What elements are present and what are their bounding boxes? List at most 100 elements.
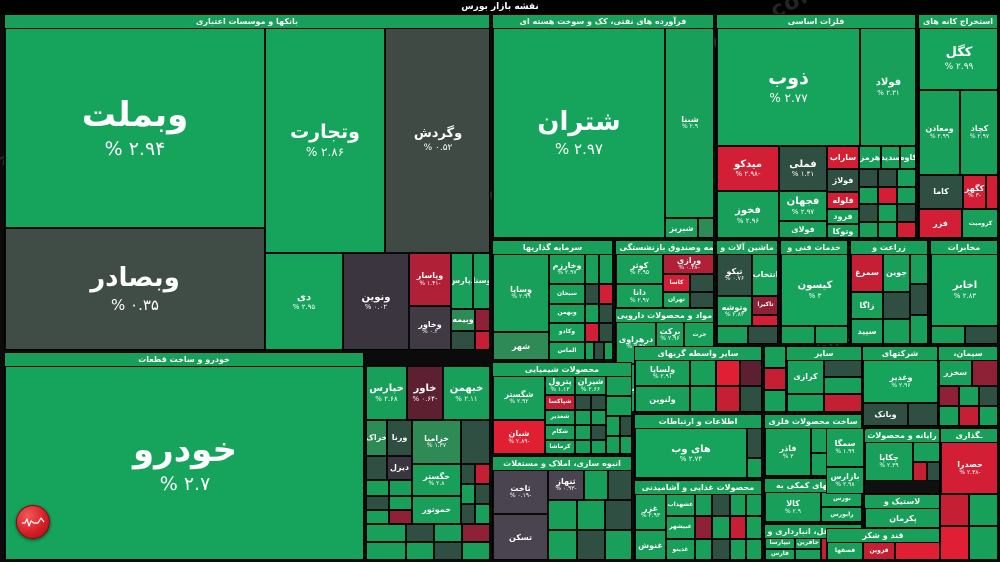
tile-vabimeh[interactable]: وبیمه <box>451 309 475 331</box>
tile-parts-small[interactable] <box>461 420 490 464</box>
tile-inter-small[interactable] <box>740 386 761 411</box>
tile-parts-small[interactable] <box>462 524 490 542</box>
tile-chem-small[interactable] <box>575 440 591 453</box>
tile-invest-small[interactable] <box>599 304 612 323</box>
tile-fakhooz[interactable]: فخوز ۲.۹۶ % <box>717 191 779 237</box>
tile-shaban[interactable]: شبان -۲.۸۹ % <box>493 420 545 453</box>
tile-kharak[interactable]: خراک <box>366 420 387 456</box>
tile-ghadino[interactable]: غدینو <box>666 539 695 559</box>
tile-oil-small[interactable] <box>698 218 713 237</box>
tile-sobhan[interactable]: سبحان <box>549 284 585 304</box>
tile-parts-small[interactable] <box>389 496 412 510</box>
tile-parts-small[interactable] <box>461 504 475 524</box>
section-oil[interactable]: فرآورده های نفتی، کک و سوخت هسته ای شترا… <box>492 14 714 238</box>
tile-metal-small[interactable] <box>878 204 897 222</box>
tile-food-small[interactable] <box>695 494 712 516</box>
tile-parts-small[interactable] <box>406 542 434 560</box>
section-cement[interactable]: سیمان، سخزر <box>938 346 998 426</box>
tile-filler-small[interactable] <box>940 526 969 560</box>
tile-volnovin[interactable]: ولنوین <box>635 386 690 411</box>
tile-metal-small[interactable] <box>897 187 915 204</box>
tile-filler-small[interactable] <box>764 390 786 412</box>
tile-sepid[interactable]: سپید <box>851 319 883 343</box>
tile-ghazar[interactable]: غزر ۲.۹۳ % <box>635 494 666 530</box>
tile-samga[interactable]: سمگا ۱.۹۹ % <box>826 428 864 467</box>
tile-ghashahdab[interactable]: غشهداب <box>666 494 695 516</box>
section-realestate[interactable]: انبوه سازی، املاک و مستغلات ثاخت -۰.۱۹ %… <box>492 456 632 560</box>
tile-sugar-small[interactable] <box>895 542 939 559</box>
tile-ghanosh[interactable]: غنوش <box>635 530 666 559</box>
tile-it-small[interactable] <box>747 428 761 458</box>
tile-foroud[interactable]: فرود <box>827 209 859 224</box>
section-insurance[interactable]: بیمه وصندوق بازنشستگی به کوثر ۲.۹۵ % دان… <box>615 240 714 308</box>
tile-inter-small[interactable] <box>716 360 740 386</box>
section-other[interactable]: سایر کرازی <box>786 346 862 412</box>
tile-chakapa[interactable]: چکاپا ۲.۳۹ % <box>865 442 913 481</box>
tile-vagardesh[interactable]: وگردش ۰.۵۲ % <box>385 28 489 253</box>
tile-invest-small[interactable] <box>599 254 612 284</box>
tile-barekat[interactable]: برکت ۲.۹۶ % <box>656 322 684 348</box>
tile-khazamia[interactable]: خزامیا ۱.۳۷ % <box>412 420 461 464</box>
tile-zob[interactable]: ذوب ۲.۷۷ % <box>717 28 860 146</box>
tile-sakhzar[interactable]: سخزر <box>939 360 972 386</box>
tile-parts-small[interactable] <box>475 504 490 524</box>
tile-chem-small[interactable] <box>606 436 620 453</box>
tile-parts-small[interactable] <box>389 480 412 496</box>
tile-varna[interactable]: ورنا <box>387 420 412 456</box>
tile-cement-small[interactable] <box>979 406 997 425</box>
tile-computer-small[interactable] <box>927 462 939 481</box>
tile-chem-small[interactable] <box>620 416 631 436</box>
tile-invest-small[interactable] <box>585 254 599 284</box>
tile-shetran[interactable]: شتران ۲.۹۷ % <box>493 28 665 237</box>
tile-kado[interactable] <box>451 331 475 349</box>
tile-realestate-small[interactable] <box>605 530 631 559</box>
tile-parts-small[interactable] <box>434 524 462 542</box>
tile-agri-small[interactable] <box>883 319 910 343</box>
tile-dana[interactable]: دانا ۲.۹۷ % <box>616 284 663 307</box>
nabze-bourse-logo[interactable] <box>16 505 50 539</box>
tile-fars[interactable]: فارس <box>765 549 795 559</box>
tile-parts-small[interactable] <box>461 484 475 504</box>
tile-tiparsa[interactable]: تیپارسا <box>765 538 795 549</box>
tile-food-small[interactable] <box>712 539 730 559</box>
tile-kroomit[interactable]: کرومیت <box>962 209 997 237</box>
tile-invest-small[interactable] <box>594 342 604 359</box>
tile-vasana[interactable]: وسنا <box>473 253 489 309</box>
tile-parts-small[interactable] <box>366 524 406 542</box>
tile-bank-small[interactable] <box>475 331 489 349</box>
tile-metal-small[interactable] <box>859 169 878 187</box>
tile-kala[interactable]: کالا ۲.۹ % <box>765 492 821 521</box>
tile-invest-small[interactable] <box>599 284 612 304</box>
section-techserv[interactable]: خدمات فنی و کیسون ۳ % <box>780 240 848 344</box>
tile-realestate-small[interactable] <box>605 500 631 530</box>
tile-vakharazm[interactable]: وخارزم ۲.۹۷ % <box>549 254 585 284</box>
tile-cement-small[interactable] <box>979 386 997 406</box>
tile-vatouka[interactable]: وتوکا <box>827 224 859 237</box>
tile-foolaj[interactable]: فولاژ <box>827 169 859 192</box>
tile-khabahman[interactable]: خبهمن ۲.۱۱ % <box>443 366 490 420</box>
tile-shakam[interactable]: شکام <box>545 425 575 440</box>
tile-transport-small[interactable] <box>795 549 821 559</box>
tile-sadid[interactable]: سدید <box>881 146 900 169</box>
tile-zagros[interactable]: زاگا <box>851 292 883 319</box>
tile-realestate-small[interactable] <box>608 470 631 500</box>
tile-inter-small[interactable] <box>716 386 740 411</box>
section-agri[interactable]: زراعت و سمرغ جوین زاگا سپید <box>850 240 928 344</box>
tile-parts-small[interactable] <box>406 524 434 542</box>
tile-food-small[interactable] <box>712 516 730 539</box>
section-metals[interactable]: فلزات اساسی ذوب ۲.۷۷ % فولاد ۲.۳۱ % میدک… <box>716 14 916 238</box>
tile-foolay[interactable]: فولای <box>779 221 827 237</box>
tile-sarab[interactable]: ساراب <box>827 146 859 169</box>
section-rubber[interactable]: لاستیک و پکرمان <box>864 494 940 528</box>
tile-hafarin[interactable]: حآفرین <box>795 538 821 549</box>
tile-vamaaden[interactable]: ومعادن ۲.۹۹ % <box>919 90 960 175</box>
tile-shabna[interactable]: شبنا ۲.۹ % <box>665 28 713 218</box>
tile-vabahman[interactable]: وبهمن <box>549 304 585 323</box>
tile-agri-small[interactable] <box>883 292 910 319</box>
tile-dizel[interactable]: دیزل <box>387 456 412 480</box>
tile-food-small[interactable] <box>695 516 712 539</box>
tile-metal-small[interactable] <box>878 187 897 204</box>
tile-telecom-small[interactable] <box>965 326 997 343</box>
tile-cement-small[interactable] <box>959 406 979 425</box>
tile-cement-small[interactable] <box>939 406 959 425</box>
